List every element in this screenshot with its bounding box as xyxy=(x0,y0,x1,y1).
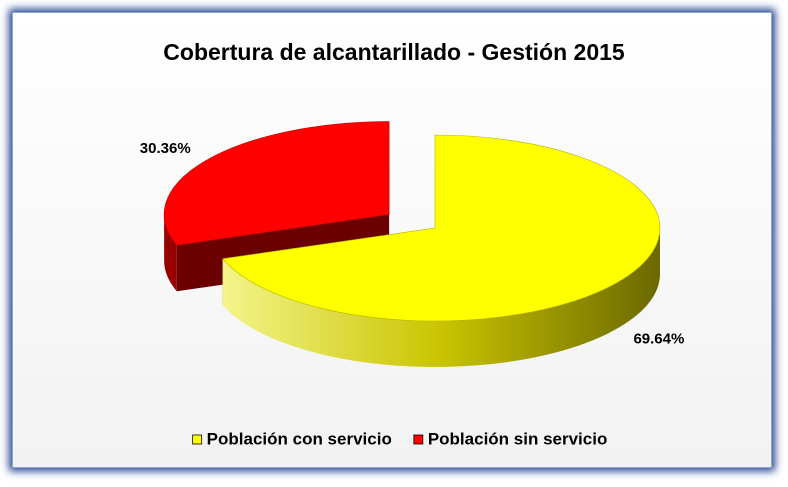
slice-side xyxy=(164,214,177,292)
legend-label: Población sin servicio xyxy=(428,429,608,448)
slice-side xyxy=(222,228,660,368)
pie-slice xyxy=(222,134,661,368)
legend-swatch xyxy=(413,434,424,445)
data-label: 30.36% xyxy=(140,140,191,157)
data-label: 69.64% xyxy=(633,331,684,348)
slice-top xyxy=(163,121,390,246)
legend-swatch xyxy=(192,434,203,445)
legend-label: Población con servicio xyxy=(207,429,392,448)
slice-top xyxy=(222,134,661,322)
chart-title: Cobertura de alcantarillado - Gestión 20… xyxy=(163,39,625,65)
